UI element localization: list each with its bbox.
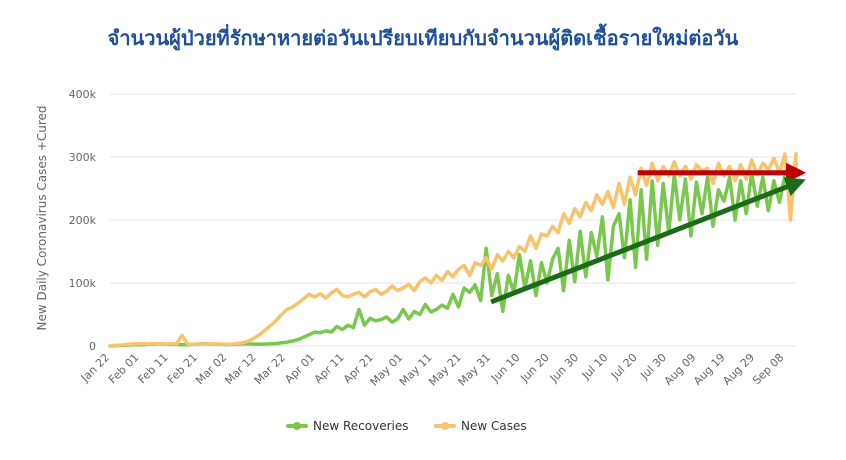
x-tick-label: Jul 20 [608, 351, 640, 383]
x-tick-label: Aug 29 [720, 351, 757, 388]
y-tick-label: 200k [69, 214, 97, 227]
x-tick-label: Mar 22 [252, 351, 288, 387]
x-tick-label: Feb 11 [135, 351, 170, 386]
legend[interactable]: New Recoveries New Cases [286, 419, 527, 433]
legend-label: New Recoveries [313, 419, 409, 433]
chart-title: จำนวนผู้ป่วยที่รักษาหายต่อวันเปรียบเทียบ… [107, 26, 739, 50]
x-tick-label: Feb 01 [106, 351, 141, 386]
y-tick-label: 300k [69, 151, 97, 164]
x-tick-label: Apr 11 [312, 351, 347, 386]
y-axis-label: New Daily Coronavirus Cases +Cured [35, 105, 49, 330]
recoveries-trend-arrow [490, 177, 806, 305]
x-tick-label: Jun 20 [517, 351, 551, 385]
x-tick-label: May 31 [456, 351, 494, 389]
x-tick-label: Aug 09 [662, 351, 699, 388]
new-recoveries-line [108, 161, 798, 348]
x-tick-label: Apr 01 [282, 351, 317, 386]
x-tick-label: Jun 10 [488, 351, 522, 385]
legend-marker [441, 422, 449, 430]
trend-arrows [490, 162, 806, 305]
x-tick-label: Mar 02 [193, 351, 229, 387]
legend-item-new-recoveries[interactable]: New Recoveries [286, 419, 409, 433]
y-tick-label: 400k [69, 88, 97, 101]
legend-marker [293, 422, 301, 430]
y-tick-label: 0 [89, 340, 96, 353]
x-tick-label: Aug 19 [691, 351, 728, 388]
legend-label: New Cases [461, 419, 527, 433]
x-tick-label: Jul 10 [579, 351, 611, 383]
series-lines [108, 152, 798, 348]
x-tick-label: Jan 22 [78, 351, 112, 385]
x-tick-label: Jun 30 [547, 351, 581, 385]
legend-item-new-cases[interactable]: New Cases [434, 419, 527, 433]
x-tick-label: Sep 08 [750, 351, 786, 387]
y-axis-ticks: 0 100k 200k 300k 400k [69, 88, 97, 353]
y-tick-label: 100k [69, 277, 97, 290]
new-cases-line [108, 152, 798, 348]
x-tick-label: Mar 12 [222, 351, 258, 387]
